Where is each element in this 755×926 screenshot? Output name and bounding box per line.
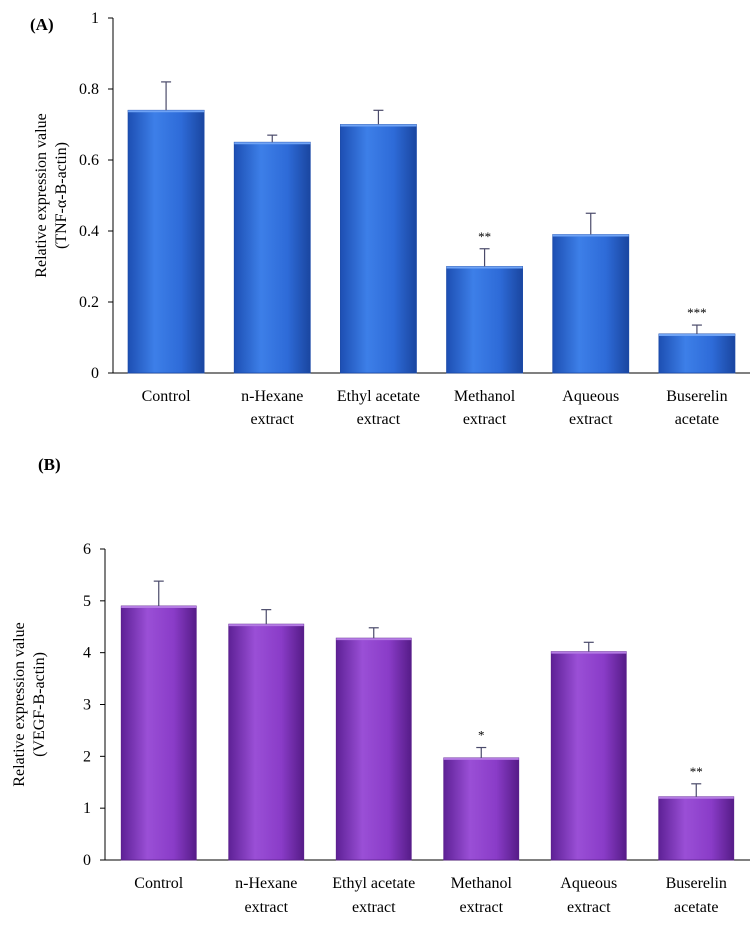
panel-label: (A) [30, 15, 54, 34]
y-tick-label: 3 [83, 697, 91, 714]
x-tick-label: Control [134, 875, 183, 892]
significance-label: * [478, 728, 485, 743]
bar [120, 605, 197, 861]
y-tick-label: 0.2 [79, 294, 99, 311]
bar [552, 234, 630, 374]
x-tick-label: extract [463, 411, 507, 428]
y-tick-label: 0.8 [79, 81, 99, 98]
chart-panel-b: (B) Relative expression value (VEGF-B-acti… [11, 455, 750, 916]
y-tick-label: 1 [91, 10, 99, 27]
y-axis-label: Relative expression value [11, 622, 28, 786]
panel-label: (B) [38, 455, 61, 474]
x-tick-label: extract [569, 411, 613, 428]
y-tick-label: 4 [83, 645, 91, 662]
y-axis-label: (VEGF-B-actin) [31, 652, 48, 757]
x-tick-label: Methanol [451, 875, 513, 892]
y-tick-label: 2 [83, 748, 91, 765]
x-tick-label: Ethyl acetate [337, 388, 420, 405]
y-tick-label: 5 [83, 593, 91, 610]
bar [335, 637, 412, 861]
y-axis-label: Relative expression value [33, 113, 50, 277]
x-tick-label: acetate [674, 899, 718, 916]
bar [446, 266, 523, 374]
y-tick-label: 0 [91, 365, 99, 382]
y-tick-label: 0.6 [79, 152, 99, 169]
y-tick-label: 1 [83, 800, 91, 817]
significance-label: ** [690, 764, 703, 779]
x-tick-label: n-Hexane [241, 388, 303, 405]
y-tick-label: 0.4 [79, 223, 99, 240]
bar [340, 124, 417, 374]
x-tick-label: Ethyl acetate [332, 875, 415, 892]
bar [550, 651, 627, 861]
x-tick-label: extract [250, 411, 294, 428]
bar [658, 333, 736, 374]
x-tick-label: extract [357, 411, 401, 428]
x-tick-label: Aqueous [562, 388, 619, 405]
bar [443, 757, 520, 861]
y-tick-label: 6 [83, 541, 91, 558]
chart-panel-a: (A) Relative expression value (TNF-α-B-act… [30, 10, 750, 428]
x-tick-label: extract [352, 899, 396, 916]
y-tick-label: 0 [83, 852, 91, 869]
x-tick-label: acetate [675, 411, 719, 428]
bar [127, 109, 205, 374]
bar [233, 141, 311, 374]
x-tick-label: extract [567, 899, 611, 916]
x-tick-label: extract [459, 899, 503, 916]
x-tick-label: extract [244, 899, 288, 916]
x-tick-label: Control [142, 388, 191, 405]
bar [228, 623, 305, 861]
x-tick-label: Aqueous [560, 875, 617, 892]
x-tick-label: Buserelin [666, 388, 727, 405]
y-axis-label: (TNF-α-B-actin) [53, 142, 70, 249]
x-tick-label: n-Hexane [235, 875, 297, 892]
significance-label: *** [687, 305, 707, 320]
x-tick-label: Methanol [454, 388, 516, 405]
bar [658, 796, 735, 861]
significance-label: ** [478, 229, 491, 244]
x-tick-label: Buserelin [666, 875, 727, 892]
